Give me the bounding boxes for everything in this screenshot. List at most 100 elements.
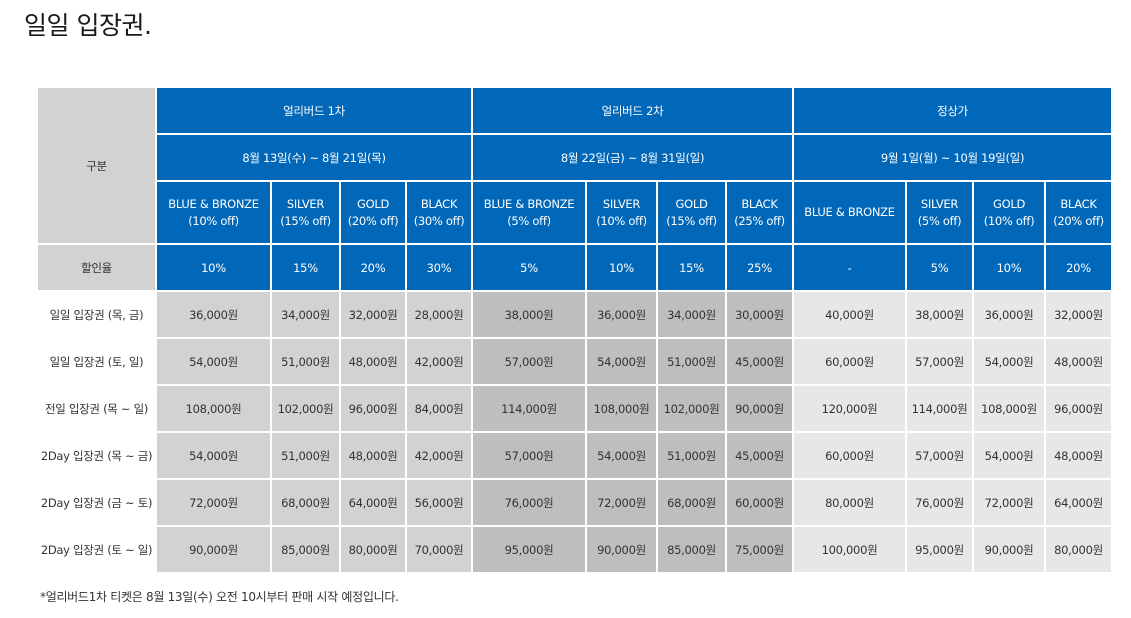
price-cell: 102,000원 [658, 386, 725, 431]
price-cell: 90,000원 [157, 527, 270, 572]
price-cell: 32,000원 [341, 292, 405, 337]
footnote: *얼리버드1차 티켓은 8월 13일(수) 오전 10시부터 판매 시작 예정입… [40, 590, 399, 604]
table-row: 2Day 입장권 (목 ~ 금) 54,000원 51,000원 48,000원 42,… [38, 433, 1111, 478]
price-cell: 48,000원 [341, 339, 405, 384]
price-cell: 38,000원 [473, 292, 585, 337]
discount-cell: 5% [907, 245, 972, 290]
group-header-row: 구분 얼리버드 1차 얼리버드 2차 정상가 [38, 88, 1111, 243]
tier-name: SILVER [286, 196, 325, 211]
price-cell: 60,000원 [794, 433, 905, 478]
tier-discount-note: (5% off) [507, 213, 551, 228]
price-cell: 80,000원 [341, 527, 405, 572]
tier-discount-note: (5% off) [917, 213, 962, 228]
discount-cell: 15% [658, 245, 725, 290]
tier-header: BLUE & BRONZE [794, 182, 905, 243]
period-header-row: 8월 13일(수) ~ 8월 21일(목) 8월 22일(금) ~ 8월 31일… [38, 135, 1111, 180]
price-cell: 48,000원 [1046, 433, 1111, 478]
tier-discount-note: (20% off) [347, 213, 399, 228]
tier-name: BLACK [1060, 196, 1097, 211]
table-row: 일일 입장권 (토, 일) 54,000원 51,000원 48,000원 42,000… [38, 339, 1111, 384]
price-cell: 57,000원 [473, 339, 585, 384]
price-cell: 64,000원 [341, 480, 405, 525]
price-cell: 57,000원 [907, 433, 972, 478]
discount-cell: 10% [157, 245, 270, 290]
discount-row: 할인율 10% 15% 20% 30% 5% 10% 15% 25% -5% 10% 20% [38, 245, 1111, 290]
price-cell: 68,000원 [658, 480, 725, 525]
discount-cell: 10% [587, 245, 656, 290]
price-cell: 30,000원 [727, 292, 792, 337]
table-row: 2Day 입장권 (토 ~ 일) 90,000원 85,000원 80,000원 70,… [38, 527, 1111, 572]
group-name: 정상가 [794, 88, 1111, 133]
tier-header: BLUE & BRONZE (10% off) [157, 182, 270, 243]
tier-header: GOLD (20% off) [341, 182, 405, 243]
tier-discount-note: (15% off) [280, 213, 331, 228]
discount-cell: 25% [727, 245, 792, 290]
price-cell: 120,000원 [794, 386, 905, 431]
tier-header: BLUE & BRONZE (5% off) [473, 182, 585, 243]
price-cell: 45,000원 [727, 339, 792, 384]
price-cell: 76,000원 [473, 480, 585, 525]
price-cell: 57,000원 [473, 433, 585, 478]
tier-name: SILVER [602, 196, 641, 211]
tier-name: GOLD [356, 196, 390, 211]
price-cell: 57,000원 [907, 339, 972, 384]
price-cell: 108,000원 [587, 386, 656, 431]
tier-header: BLACK (30% off) [407, 182, 471, 243]
row-label: 2Day 입장권 (금 ~ 토) [38, 480, 155, 525]
tier-header: BLACK (25% off) [727, 182, 792, 243]
tier-discount-note: (10% off) [983, 213, 1035, 228]
price-cell: 36,000원 [974, 292, 1044, 337]
tier-discount-note: (15% off) [666, 213, 717, 228]
tier-name: GOLD [992, 196, 1026, 211]
price-table: 구분 얼리버드 1차 얼리버드 2차 정상가 8월 13일(수) ~ 8월 21… [36, 86, 1113, 574]
price-cell: 32,000원 [1046, 292, 1111, 337]
tier-name: BLUE & BRONZE [804, 205, 895, 219]
price-cell: 90,000원 [974, 527, 1044, 572]
group-period: 8월 22일(금) ~ 8월 31일(일) [473, 135, 792, 180]
group-name: 얼리버드 1차 [157, 88, 471, 133]
tier-name: BLACK [741, 196, 778, 211]
group-period: 8월 13일(수) ~ 8월 21일(목) [157, 135, 471, 180]
discount-cell: - [794, 245, 905, 290]
price-cell: 114,000원 [907, 386, 972, 431]
price-cell: 51,000원 [658, 339, 725, 384]
discount-cell: 20% [341, 245, 405, 290]
row-label: 전일 입장권 (목 ~ 일) [38, 386, 155, 431]
price-cell: 96,000원 [1046, 386, 1111, 431]
price-cell: 51,000원 [658, 433, 725, 478]
discount-cell: 10% [974, 245, 1044, 290]
price-cell: 108,000원 [157, 386, 270, 431]
page-title: 일일 입장권. [24, 11, 152, 40]
discount-label: 할인율 [38, 245, 155, 290]
price-cell: 102,000원 [272, 386, 339, 431]
discount-cell: 5% [473, 245, 585, 290]
price-cell: 68,000원 [272, 480, 339, 525]
price-cell: 48,000원 [341, 433, 405, 478]
price-cell: 42,000원 [407, 433, 471, 478]
tier-discount-note: (10% off) [188, 213, 239, 228]
price-cell: 96,000원 [341, 386, 405, 431]
price-cell: 51,000원 [272, 433, 339, 478]
price-cell: 54,000원 [157, 339, 270, 384]
tier-header: SILVER (15% off) [272, 182, 339, 243]
price-cell: 54,000원 [587, 339, 656, 384]
table-row: 일일 입장권 (목, 금) 36,000원 34,000원 32,000원 28,000… [38, 292, 1111, 337]
price-cell: 42,000원 [407, 339, 471, 384]
price-cell: 85,000원 [658, 527, 725, 572]
price-cell: 45,000원 [727, 433, 792, 478]
price-cell: 54,000원 [974, 339, 1044, 384]
price-cell: 34,000원 [658, 292, 725, 337]
price-cell: 108,000원 [974, 386, 1044, 431]
price-body: 일일 입장권 (목, 금) 36,000원 34,000원 32,000원 28,000… [38, 292, 1111, 572]
price-cell: 95,000원 [907, 527, 972, 572]
price-cell: 34,000원 [272, 292, 339, 337]
discount-cell: 30% [407, 245, 471, 290]
price-cell: 84,000원 [407, 386, 471, 431]
discount-cell: 20% [1046, 245, 1111, 290]
discount-cell: 15% [272, 245, 339, 290]
price-cell: 80,000원 [1046, 527, 1111, 572]
price-cell: 114,000원 [473, 386, 585, 431]
price-cell: 36,000원 [587, 292, 656, 337]
row-label: 2Day 입장권 (목 ~ 금) [38, 433, 155, 478]
price-cell: 48,000원 [1046, 339, 1111, 384]
